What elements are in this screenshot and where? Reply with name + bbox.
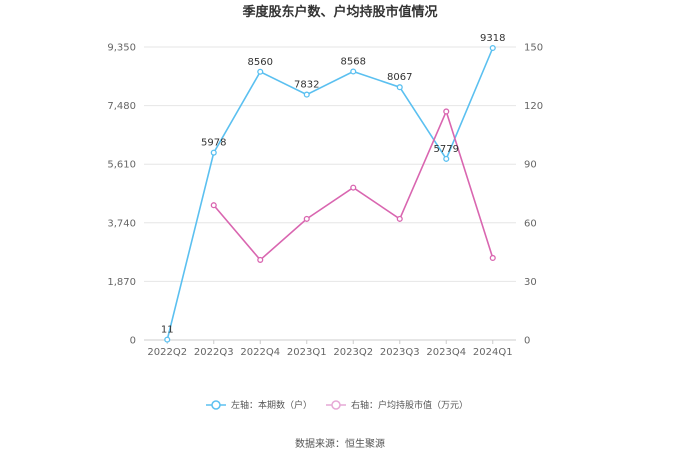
x-axis-tick-label: 2022Q4: [240, 347, 280, 358]
right-axis-tick-label: 90: [524, 160, 537, 171]
left-axis-tick-label: 7,480: [107, 101, 136, 112]
data-point-shareholder-count[interactable]: [164, 336, 171, 343]
legend-swatch-marker-right: [331, 400, 341, 410]
data-label-shareholder-count: 9318: [480, 33, 505, 44]
data-point-shareholder-count[interactable]: [443, 155, 450, 162]
data-label-shareholder-count: 8568: [341, 57, 366, 68]
legend: 左轴：本期数（户） 右轴：户均持股市值（万元）: [206, 399, 468, 411]
data-point-shareholder-count[interactable]: [350, 68, 357, 75]
legend-item-left[interactable]: 左轴：本期数（户）: [206, 399, 312, 411]
data-point-avg-holding-value[interactable]: [210, 202, 217, 209]
x-axis-tick-label: 2024Q1: [473, 347, 513, 358]
left-axis-ticks: 0 1,870 3,740 5,610 7,480 9,350: [107, 43, 136, 347]
x-axis-tick-label: 2023Q4: [426, 347, 466, 358]
right-axis-tick-label: 120: [524, 101, 543, 112]
series-layer: 11 5978 8560 7832 8568 8067 5779 9318: [161, 33, 505, 343]
left-axis-tick-label: 5,610: [107, 160, 136, 171]
gridlines: [144, 46, 516, 341]
x-axis-tick-label: 2023Q2: [333, 347, 373, 358]
data-source: 数据来源：恒生聚源: [295, 437, 385, 450]
data-label-shareholder-count: 5779: [434, 144, 459, 155]
legend-label-left: 左轴：本期数（户）: [231, 399, 312, 411]
legend-swatch-marker-left: [211, 400, 221, 410]
data-point-avg-holding-value[interactable]: [350, 184, 357, 191]
data-point-shareholder-count[interactable]: [303, 91, 310, 98]
left-axis-tick-label: 9,350: [107, 43, 136, 54]
data-label-shareholder-count: 8560: [248, 57, 273, 68]
data-point-avg-holding-value[interactable]: [396, 215, 403, 222]
x-axis-tick-label: 2023Q1: [287, 347, 327, 358]
data-point-avg-holding-value[interactable]: [257, 256, 264, 263]
series-line-shareholder-count: [166, 47, 494, 340]
right-axis-tick-label: 150: [524, 43, 543, 54]
right-axis-tick-label: 30: [524, 277, 537, 288]
data-point-shareholder-count[interactable]: [210, 149, 217, 156]
data-label-shareholder-count: 7832: [294, 80, 319, 91]
x-axis-tick-label: 2022Q2: [147, 347, 187, 358]
chart-title: 季度股东户数、户均持股市值情况: [241, 4, 437, 20]
data-label-shareholder-count: 11: [161, 325, 174, 336]
right-axis-tick-label: 0: [524, 336, 530, 347]
data-point-avg-holding-value[interactable]: [303, 215, 310, 222]
x-axis-tick-label: 2022Q3: [194, 347, 234, 358]
data-point-avg-holding-value[interactable]: [443, 108, 450, 115]
right-axis-tick-label: 60: [524, 218, 537, 229]
legend-item-right[interactable]: 右轴：户均持股市值（万元）: [326, 399, 468, 411]
data-label-shareholder-count: 8067: [387, 72, 412, 83]
data-point-shareholder-count[interactable]: [396, 84, 403, 91]
left-axis-tick-label: 0: [130, 336, 136, 347]
data-label-shareholder-count: 5978: [201, 138, 226, 149]
data-point-avg-holding-value[interactable]: [489, 254, 496, 262]
left-axis-tick-label: 1,870: [107, 277, 136, 288]
left-axis-tick-label: 3,740: [107, 218, 136, 229]
data-point-shareholder-count[interactable]: [257, 68, 264, 75]
right-axis-ticks: 0 30 60 90 120 150: [524, 43, 543, 347]
data-point-shareholder-count[interactable]: [489, 44, 496, 52]
x-axis-ticks: 2022Q2 2022Q3 2022Q4 2023Q1 2023Q2 2023Q3 2023…: [147, 340, 513, 358]
legend-label-right: 右轴：户均持股市值（万元）: [351, 399, 468, 411]
x-axis-tick-label: 2023Q3: [380, 347, 420, 358]
